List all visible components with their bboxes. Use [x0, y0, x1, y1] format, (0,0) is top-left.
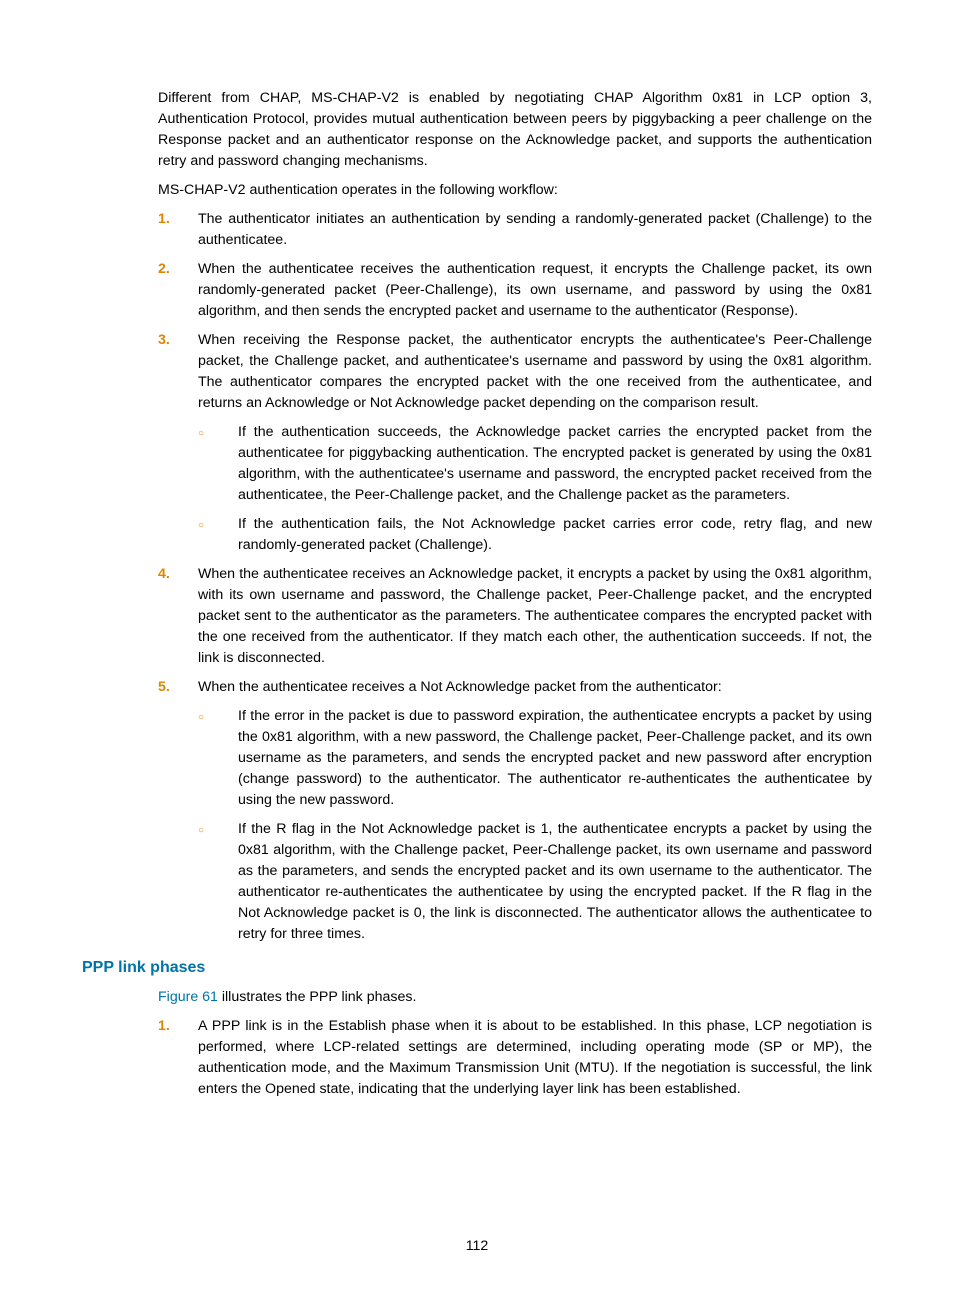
step-text: A PPP link is in the Establish phase whe…	[198, 1018, 872, 1097]
step-text: When the authenticatee receives a Not Ac…	[198, 679, 722, 695]
step-number: 5.	[158, 677, 170, 698]
step-number: 3.	[158, 330, 170, 351]
workflow-intro: MS-CHAP-V2 authentication operates in th…	[158, 180, 872, 201]
step-number: 1.	[158, 1016, 170, 1037]
step-2: 2. When the authenticatee receives the a…	[158, 259, 872, 322]
step-text: When receiving the Response packet, the …	[198, 332, 872, 411]
step-3-sub-b: ○ If the authentication fails, the Not A…	[198, 514, 872, 556]
section-heading-ppp-link-phases: PPP link phases	[82, 959, 872, 977]
step-1: 1. The authenticator initiates an authen…	[158, 209, 872, 251]
step-text: When the authenticatee receives an Ackno…	[198, 566, 872, 666]
circle-bullet-icon: ○	[198, 515, 204, 536]
step-5-sub-b: ○ If the R flag in the Not Acknowledge p…	[198, 819, 872, 945]
sub-text: If the authentication fails, the Not Ack…	[238, 516, 872, 553]
figure-link[interactable]: Figure 61	[158, 989, 218, 1005]
circle-bullet-icon: ○	[198, 707, 204, 728]
circle-bullet-icon: ○	[198, 423, 204, 444]
page-content: Different from CHAP, MS-CHAP-V2 is enabl…	[82, 88, 872, 1108]
step-5: 5. When the authenticatee receives a Not…	[158, 677, 872, 698]
step-text: The authenticator initiates an authentic…	[198, 211, 872, 248]
figure-reference-line: Figure 61 illustrates the PPP link phase…	[158, 987, 872, 1008]
step-number: 2.	[158, 259, 170, 280]
step-text: When the authenticatee receives the auth…	[198, 261, 872, 319]
circle-bullet-icon: ○	[198, 820, 204, 841]
page-number: 112	[0, 1238, 954, 1254]
intro-paragraph: Different from CHAP, MS-CHAP-V2 is enabl…	[158, 88, 872, 172]
sub-text: If the R flag in the Not Acknowledge pac…	[238, 821, 872, 942]
step-3: 3. When receiving the Response packet, t…	[158, 330, 872, 414]
sub-text: If the error in the packet is due to pas…	[238, 708, 872, 808]
step-3-sub-a: ○ If the authentication succeeds, the Ac…	[198, 422, 872, 506]
figure-rest: illustrates the PPP link phases.	[218, 989, 416, 1005]
sub-text: If the authentication succeeds, the Ackn…	[238, 424, 872, 503]
phase-step-1: 1. A PPP link is in the Establish phase …	[158, 1016, 872, 1100]
step-number: 4.	[158, 564, 170, 585]
step-5-sub-a: ○ If the error in the packet is due to p…	[198, 706, 872, 811]
step-4: 4. When the authenticatee receives an Ac…	[158, 564, 872, 669]
step-number: 1.	[158, 209, 170, 230]
